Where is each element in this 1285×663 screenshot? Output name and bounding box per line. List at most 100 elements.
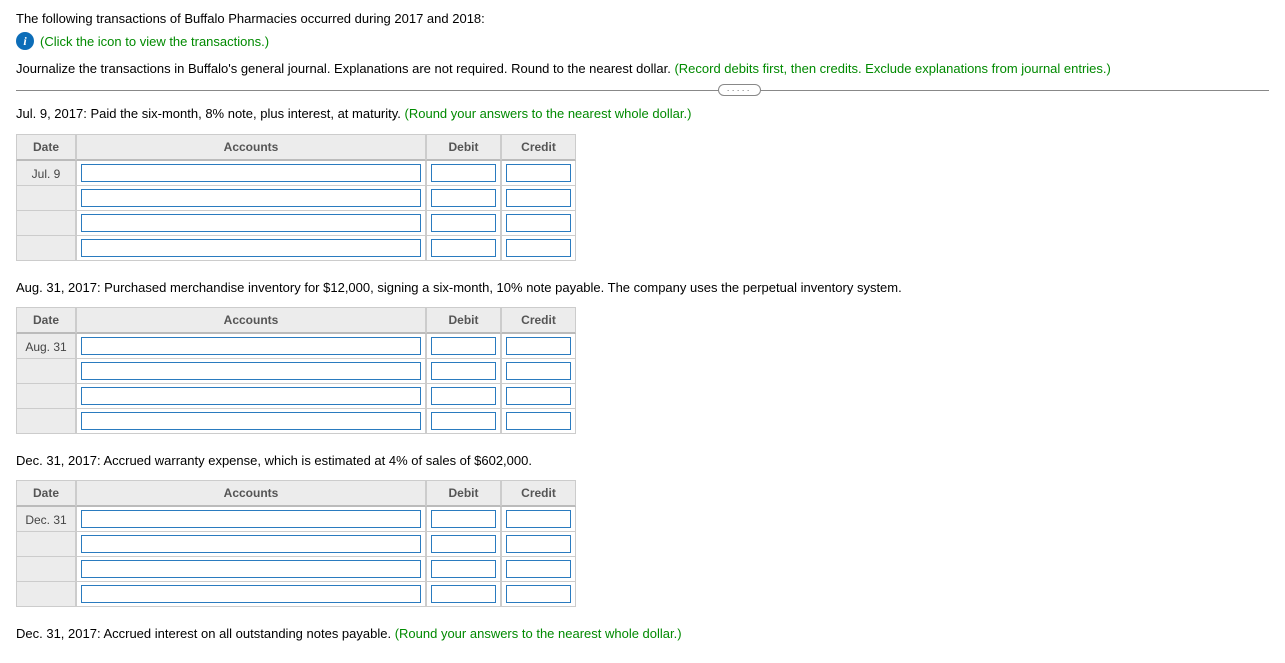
accounts-input[interactable] [81,585,421,603]
instruction-main: Journalize the transactions in Buffalo's… [16,61,674,76]
journal-prompt: Jul. 9, 2017: Paid the six-month, 8% not… [16,105,1269,123]
header-accounts: Accounts [76,135,426,161]
debit-input[interactable] [431,189,496,207]
prompt-hint: (Round your answers to the nearest whole… [405,106,692,121]
debit-cell [426,161,501,186]
info-icon[interactable]: i [16,32,34,50]
cutoff-prompt: Dec. 31, 2017: Accrued interest on all o… [16,625,1269,643]
debit-cell [426,507,501,532]
credit-input[interactable] [506,535,571,553]
journal-prompt: Dec. 31, 2017: Accrued warranty expense,… [16,452,1269,470]
debit-input[interactable] [431,535,496,553]
debit-input[interactable] [431,239,496,257]
credit-input[interactable] [506,164,571,182]
accounts-cell [76,359,426,384]
credit-input[interactable] [506,412,571,430]
table-row [16,409,576,434]
accounts-input[interactable] [81,560,421,578]
date-cell [16,582,76,607]
accounts-cell [76,507,426,532]
accounts-input[interactable] [81,337,421,355]
table-row [16,532,576,557]
accounts-cell [76,186,426,211]
debit-input[interactable] [431,164,496,182]
divider-line [16,90,1269,91]
journal-table: DateAccountsDebitCreditDec. 31 [16,480,576,607]
instruction-hint: (Record debits first, then credits. Excl… [674,61,1110,76]
credit-input[interactable] [506,214,571,232]
table-row [16,582,576,607]
info-row: i (Click the icon to view the transactio… [16,32,1269,50]
accounts-cell [76,334,426,359]
prompt-text: Aug. 31, 2017: Purchased merchandise inv… [16,280,902,295]
debit-input[interactable] [431,510,496,528]
debit-input[interactable] [431,362,496,380]
debit-input[interactable] [431,585,496,603]
credit-input[interactable] [506,560,571,578]
date-cell [16,186,76,211]
credit-input[interactable] [506,189,571,207]
table-row [16,236,576,261]
table-row [16,211,576,236]
accounts-input[interactable] [81,535,421,553]
divider-handle[interactable]: ····· [718,84,761,96]
intro-text: The following transactions of Buffalo Ph… [16,10,1269,28]
credit-cell [501,161,576,186]
accounts-cell [76,582,426,607]
accounts-cell [76,557,426,582]
credit-input[interactable] [506,239,571,257]
prompt-text: Jul. 9, 2017: Paid the six-month, 8% not… [16,106,405,121]
table-header-row: DateAccountsDebitCredit [16,481,576,507]
accounts-input[interactable] [81,412,421,430]
table-row [16,384,576,409]
credit-input[interactable] [506,337,571,355]
accounts-input[interactable] [81,239,421,257]
debit-cell [426,384,501,409]
journal-table: DateAccountsDebitCreditAug. 31 [16,307,576,434]
date-cell [16,236,76,261]
accounts-input[interactable] [81,510,421,528]
accounts-input[interactable] [81,164,421,182]
cutoff-green: (Round your answers to the nearest whole… [395,626,682,641]
header-credit: Credit [501,308,576,334]
date-cell [16,409,76,434]
header-debit: Debit [426,481,501,507]
table-header-row: DateAccountsDebitCredit [16,308,576,334]
header-accounts: Accounts [76,481,426,507]
credit-cell [501,582,576,607]
table-body: Jul. 9 [16,161,576,261]
table-row [16,557,576,582]
debit-input[interactable] [431,214,496,232]
debit-cell [426,334,501,359]
debit-cell [426,409,501,434]
credit-input[interactable] [506,510,571,528]
journal-table: DateAccountsDebitCreditJul. 9 [16,134,576,261]
debit-cell [426,557,501,582]
cutoff-black: Dec. 31, 2017: Accrued interest on all o… [16,626,395,641]
view-transactions-link[interactable]: (Click the icon to view the transactions… [40,34,269,49]
credit-cell [501,557,576,582]
table-row: Dec. 31 [16,507,576,532]
credit-cell [501,384,576,409]
credit-input[interactable] [506,585,571,603]
accounts-input[interactable] [81,189,421,207]
journal-prompt: Aug. 31, 2017: Purchased merchandise inv… [16,279,1269,297]
debit-input[interactable] [431,560,496,578]
credit-input[interactable] [506,387,571,405]
debit-cell [426,532,501,557]
table-row [16,359,576,384]
date-cell: Dec. 31 [16,507,76,532]
table-body: Dec. 31 [16,507,576,607]
debit-input[interactable] [431,412,496,430]
credit-input[interactable] [506,362,571,380]
debit-cell [426,359,501,384]
accounts-input[interactable] [81,214,421,232]
header-accounts: Accounts [76,308,426,334]
accounts-input[interactable] [81,387,421,405]
header-credit: Credit [501,481,576,507]
debit-input[interactable] [431,337,496,355]
table-row: Jul. 9 [16,161,576,186]
header-date: Date [16,481,76,507]
debit-input[interactable] [431,387,496,405]
accounts-input[interactable] [81,362,421,380]
